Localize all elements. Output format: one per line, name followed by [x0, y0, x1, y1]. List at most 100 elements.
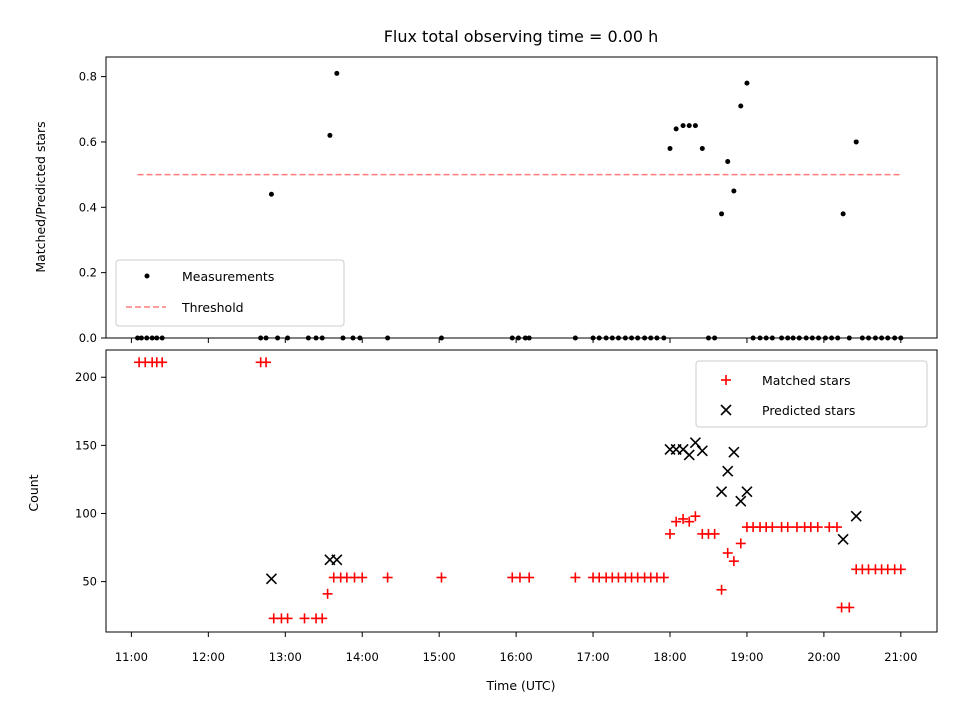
top-y-axis-label: Matched/Predicted stars — [33, 121, 48, 272]
measurement-point — [803, 335, 809, 341]
matched-star-point — [514, 572, 525, 583]
measurement-point — [885, 335, 891, 341]
measurement-point — [149, 335, 155, 341]
measurement-point — [438, 335, 444, 341]
measurement-point — [334, 70, 340, 76]
bottom-x-ticks: 11:00 12:00 13:00 14:00 15:00 16:00 17:00 18:00… — [115, 632, 917, 664]
measurement-point — [816, 335, 822, 341]
legend-threshold-label: Threshold — [181, 300, 244, 315]
measurement-point — [790, 335, 796, 341]
measurement-point — [680, 123, 686, 129]
measurement-point — [866, 335, 872, 341]
measurement-point — [686, 123, 692, 129]
x-tick-label: 15:00 — [423, 650, 456, 664]
measurement-point — [661, 335, 667, 341]
matched-star-point — [299, 613, 310, 624]
measurement-point — [615, 335, 621, 341]
measurement-point — [840, 211, 846, 217]
measurement-point — [725, 159, 731, 165]
measurement-point — [526, 335, 532, 341]
matched-star-point — [684, 516, 695, 527]
measurement-point — [313, 335, 319, 341]
measurement-point — [340, 335, 346, 341]
measurement-point — [635, 335, 641, 341]
matched-star-point — [382, 572, 393, 583]
x-tick-label: 14:00 — [346, 650, 379, 664]
measurement-point — [572, 335, 578, 341]
measurement-point — [350, 335, 356, 341]
predicted-star-point — [331, 554, 343, 566]
measurement-point — [667, 145, 673, 151]
predicted-star-point — [689, 437, 701, 449]
matched-star-point — [317, 613, 328, 624]
x-tick-label: 16:00 — [500, 650, 533, 664]
measurement-point — [731, 188, 737, 194]
bottom-y-ticks: 50 100 150 200 — [75, 370, 106, 589]
x-tick-label: 17:00 — [576, 650, 609, 664]
x-tick-label: 12:00 — [192, 650, 225, 664]
y-tick-label: 50 — [82, 575, 97, 589]
matched-star-point — [436, 572, 447, 583]
matched-star-point — [570, 572, 581, 583]
x-tick-label: 19:00 — [730, 650, 763, 664]
matched-star-point — [844, 602, 855, 613]
predicted-star-point — [850, 510, 862, 522]
measurement-point — [809, 335, 815, 341]
matched-star-point — [261, 357, 272, 368]
measurement-point — [159, 335, 165, 341]
measurement-point — [596, 335, 602, 341]
matched-star-point — [767, 522, 778, 533]
x-tick-label: 21:00 — [884, 650, 917, 664]
measurement-point — [872, 335, 878, 341]
y-tick-label: 0.4 — [79, 200, 97, 214]
measurement-point — [138, 335, 144, 341]
matched-star-point — [722, 547, 733, 558]
bottom-legend-box — [695, 360, 928, 428]
matched-star-point — [322, 588, 333, 599]
y-tick-label: 0.8 — [79, 70, 97, 84]
x-tick-label: 20:00 — [807, 650, 840, 664]
measurement-point — [327, 132, 333, 138]
measurement-point — [305, 335, 311, 341]
measurement-point — [785, 335, 791, 341]
measurement-point — [822, 335, 828, 341]
measurement-point — [319, 335, 325, 341]
matched-star-point — [157, 357, 168, 368]
predicted-star-point — [683, 449, 695, 461]
matched-star-point — [728, 556, 739, 567]
y-tick-label: 0.6 — [79, 135, 97, 149]
predicted-star-point — [715, 486, 728, 498]
measurement-point — [515, 335, 521, 341]
matched-star-point — [671, 516, 682, 527]
matched-star-point — [782, 522, 793, 533]
measurement-point — [892, 335, 898, 341]
legend-measurements-label: Measurements — [182, 269, 274, 284]
x-axis-label: Time (UTC) — [485, 678, 555, 693]
matched-star-point — [357, 572, 368, 583]
measurement-point — [835, 335, 841, 341]
measurement-point — [757, 335, 763, 341]
measurement-point — [705, 335, 711, 341]
measurement-point — [522, 335, 528, 341]
y-tick-label: 100 — [75, 506, 97, 520]
matched-star-point — [716, 584, 727, 595]
bottom-panel: 50 100 150 200 11:00 12:00 13:00 14:00 15:00 16:… — [26, 349, 938, 693]
measurement-point — [712, 335, 718, 341]
measurement-point — [763, 335, 769, 341]
measurement-point — [692, 123, 698, 129]
matched-star-point — [831, 522, 842, 533]
measurement-point — [898, 335, 904, 341]
bottom-y-axis-label: Count — [26, 474, 41, 511]
matched-star-point — [282, 613, 293, 624]
measurement-point — [135, 335, 141, 341]
measurement-point — [590, 335, 596, 341]
measurement-point — [853, 139, 859, 145]
matched-star-point — [524, 572, 535, 583]
y-tick-label: 0.0 — [79, 331, 97, 345]
top-legend-box — [115, 259, 345, 327]
predicted-star-point — [265, 573, 277, 585]
measurement-point — [846, 335, 852, 341]
measurement-point — [699, 145, 705, 151]
measurement-point — [673, 126, 679, 132]
measurement-point — [385, 335, 391, 341]
